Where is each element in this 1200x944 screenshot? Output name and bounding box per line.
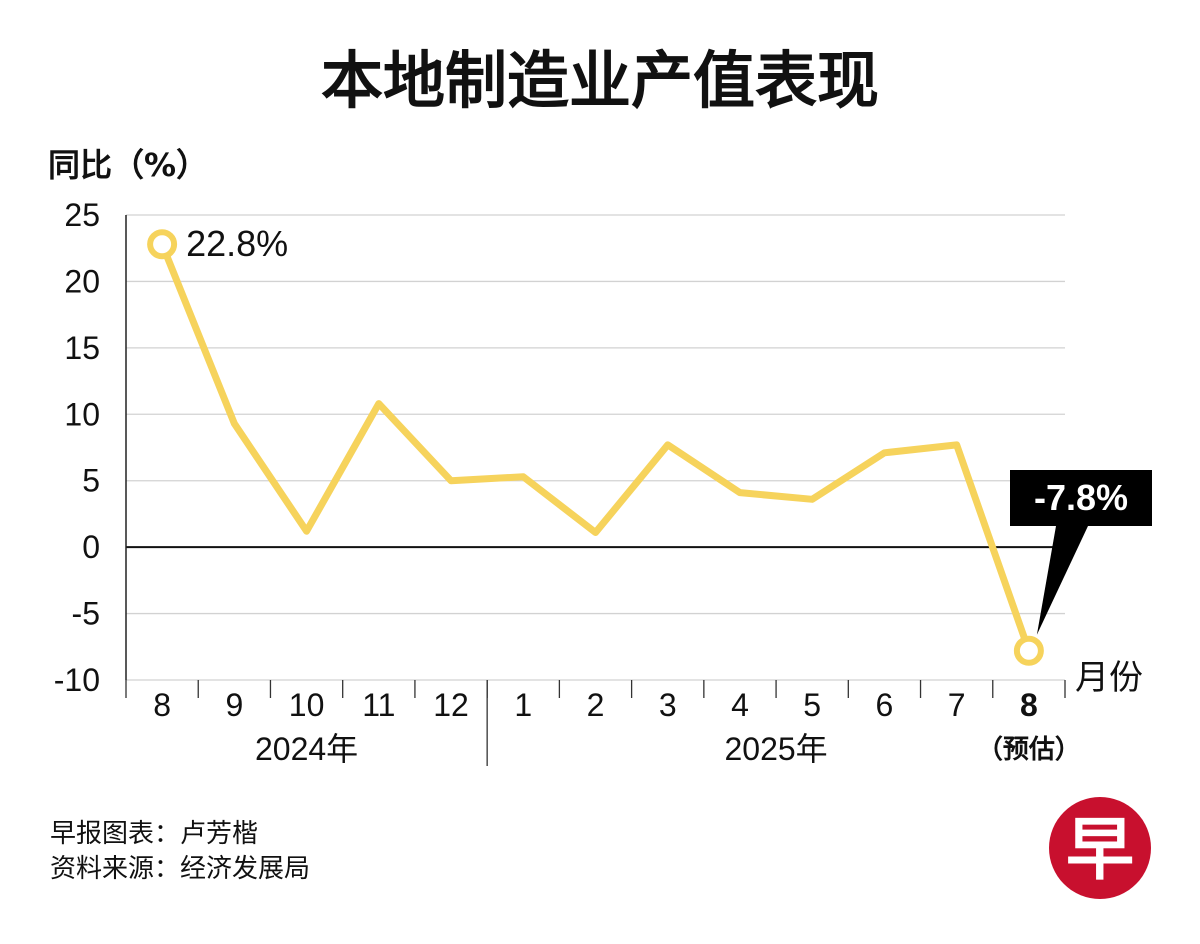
x-tick-label: 5	[803, 687, 821, 723]
x-tick-label: 12	[433, 687, 469, 723]
gridlines	[125, 214, 1065, 681]
y-tick-label: 20	[64, 263, 100, 299]
y-axis-label: 同比（%）	[48, 146, 208, 184]
y-tick-label: -10	[54, 662, 100, 698]
callout-pointer	[1036, 526, 1088, 635]
x-tick-label: 3	[659, 687, 677, 723]
y-tick-label: 15	[64, 330, 100, 366]
y-tick-label: -5	[72, 596, 100, 632]
x-tick-label: 2	[587, 687, 605, 723]
x-axis: 8 9 10 11 12 1 2 3 4 5 6 7 8（预估）2024年 2025年	[125, 680, 1081, 767]
data-point-marker	[1013, 635, 1044, 666]
callout-box	[1010, 470, 1152, 526]
x-tick-label: 8	[1020, 687, 1038, 723]
series-line	[158, 240, 1033, 655]
x-group-label: 2024年	[255, 731, 358, 767]
y-tick-label: 0	[82, 529, 100, 565]
x-group-label: 2025年	[724, 731, 827, 767]
zaobao-logo: 早	[1049, 797, 1151, 899]
x-tick-label: 11	[362, 687, 395, 723]
data-label: 22.8%	[186, 223, 288, 264]
x-tick-label: 7	[948, 687, 966, 723]
annotations: 22.8% -7.8%	[147, 223, 1152, 666]
x-tick-label: 4	[731, 687, 749, 723]
x-tick-label: 8	[153, 687, 171, 723]
y-tick-labels: 25 20 15 10 5 0 -5 -10	[54, 197, 100, 698]
x-tick-label: 6	[876, 687, 894, 723]
chart-title: 本地制造业产值表现	[321, 44, 879, 117]
logo-text: 早	[1066, 811, 1134, 890]
x-axis-unit-label: 月份	[1075, 659, 1143, 697]
y-tick-label: 25	[64, 197, 100, 233]
x-tick-label: 1	[514, 687, 532, 723]
y-tick-label: 5	[82, 463, 100, 499]
x-tick-label: 10	[289, 687, 325, 723]
y-tick-label: 10	[64, 396, 100, 432]
credit-source: 资料来源：经济发展局	[50, 853, 310, 883]
estimate-note: （预估）	[977, 734, 1081, 764]
series-layer	[158, 240, 1033, 655]
credit-author: 早报图表：卢芳楷	[50, 818, 258, 848]
x-tick-label: 9	[225, 687, 243, 723]
data-label: -7.8%	[1034, 477, 1128, 518]
data-point-marker	[147, 229, 178, 260]
